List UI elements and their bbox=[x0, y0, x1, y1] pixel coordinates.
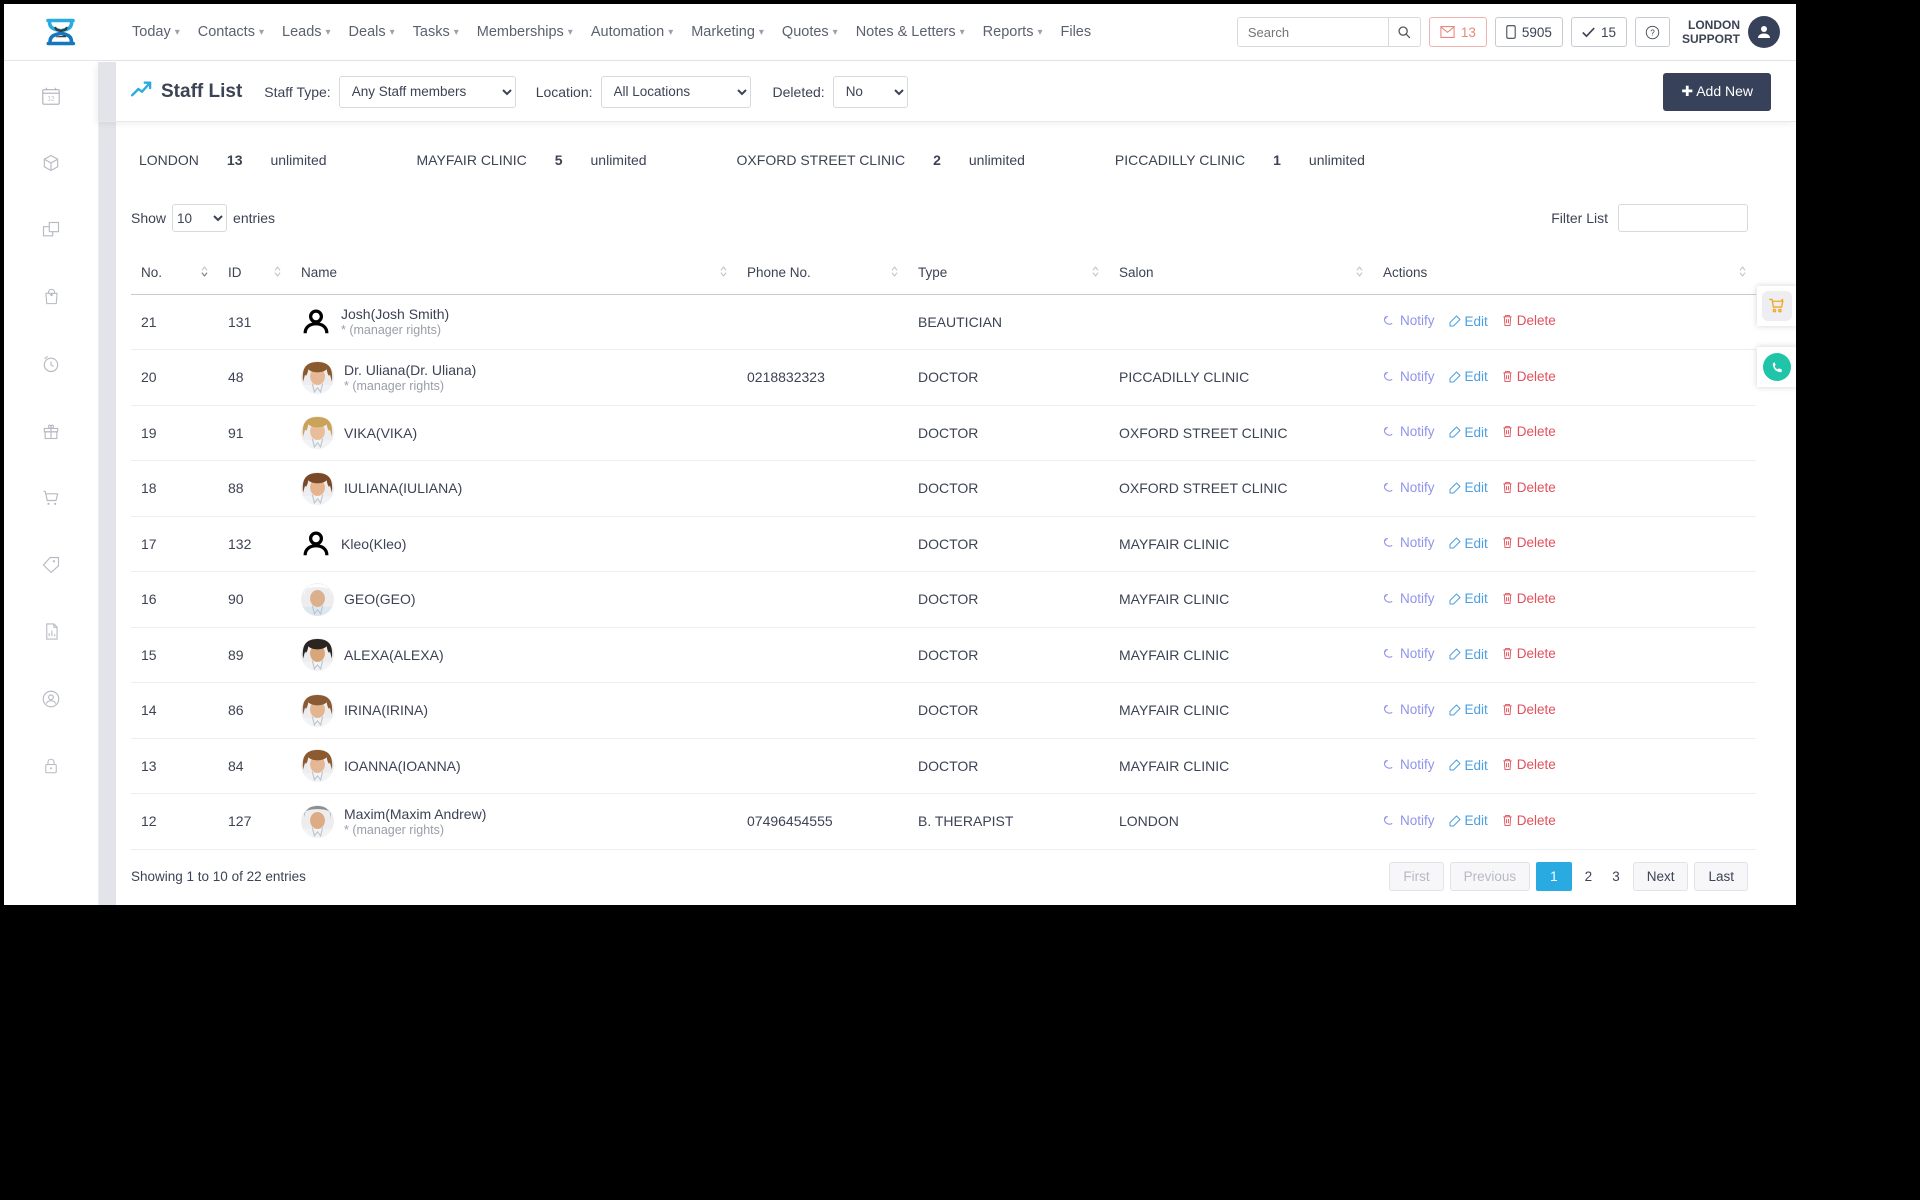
svg-text:12: 12 bbox=[47, 95, 55, 102]
svg-text:?: ? bbox=[1650, 28, 1655, 37]
